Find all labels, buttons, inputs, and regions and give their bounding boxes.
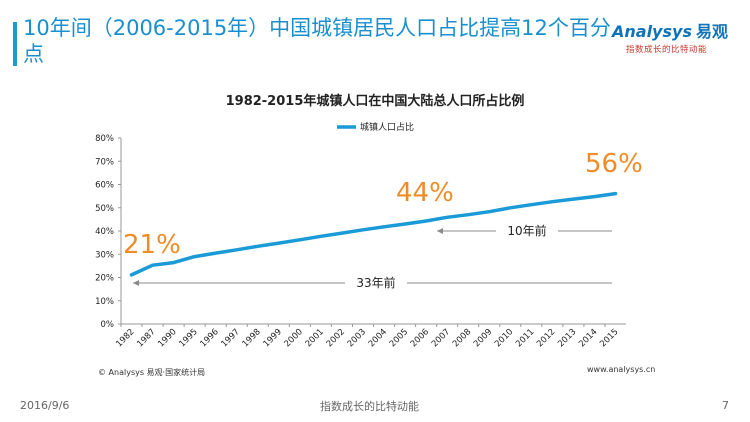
page-number: 7 (722, 399, 729, 412)
arrow-10-years-head (437, 228, 443, 234)
x-tick-label: 2014 (577, 327, 599, 349)
annotation-end-value: 56% (585, 149, 643, 179)
x-tick-label: 2004 (367, 327, 389, 349)
series-line-urban-share (129, 191, 618, 277)
x-tick-label: 2008 (451, 327, 473, 349)
y-tick-label: 50% (95, 204, 114, 214)
x-tick-label: 1998 (241, 327, 263, 349)
x-tick-label: 1990 (156, 327, 178, 349)
annotation-start-value: 21% (123, 230, 181, 260)
title-accent-bar (13, 22, 17, 66)
y-tick-label: 20% (95, 274, 114, 284)
x-tick-label: 2007 (430, 327, 452, 349)
x-tick-label: 2010 (493, 327, 515, 349)
website-url: www.analysys.cn (587, 365, 656, 374)
footer-date: 2016/9/6 (20, 399, 70, 412)
x-tick-label: 2015 (598, 327, 620, 349)
y-tick-label: 70% (95, 157, 114, 167)
arrow-33-years-label: 33年前 (356, 275, 395, 290)
slide-title: 10年间（2006-2015年）中国城镇居民人口占比提高12个百分点 (23, 16, 611, 66)
x-tick-label: 2011 (514, 327, 536, 349)
x-tick-label: 1997 (219, 327, 241, 349)
brand-name: Analysys 易观 (612, 22, 728, 41)
chart-title: 1982-2015年城镇人口在中国大陆总人口所占比例 (225, 94, 525, 109)
x-tick-label: 2013 (556, 327, 578, 349)
y-tick-label: 80% (95, 134, 114, 144)
x-tick-label: 2006 (409, 327, 431, 349)
brand-tagline: 指数成长的比特动能 (626, 45, 708, 55)
arrow-10-years-label-bg (496, 221, 558, 239)
x-tick-label: 1982 (114, 327, 136, 349)
arrow-10-years-label: 10年前 (507, 223, 546, 238)
x-tick-label: 2001 (304, 327, 326, 349)
legend-label: 城镇人口占比 (360, 121, 414, 133)
x-tick-label: 1999 (262, 327, 284, 349)
arrow-33-years-head (133, 280, 139, 286)
x-tick-label: 2002 (325, 327, 347, 349)
x-tick-label: 2009 (472, 327, 494, 349)
x-tick-label: 2000 (283, 327, 305, 349)
x-tick-label: 1996 (198, 327, 220, 349)
x-tick-label: 2012 (535, 327, 557, 349)
x-tick-label: 2005 (388, 327, 410, 349)
footer-slogan: 指数成长的比特动能 (320, 400, 419, 413)
y-tick-label: 10% (95, 297, 114, 307)
y-tick-label: 60% (95, 181, 114, 191)
x-tick-label: 2003 (346, 327, 368, 349)
brand-logo: Analysys 易观 指数成长的比特动能 (612, 18, 742, 68)
y-tick-label: 40% (95, 227, 114, 237)
x-tick-label: 1987 (135, 327, 157, 349)
x-tick-label: 1995 (177, 327, 199, 349)
source-note: © Analysys 易观·国家统计局 (98, 368, 206, 377)
y-tick-label: 0% (101, 320, 115, 330)
arrow-33-years-label-bg (345, 273, 407, 291)
annotation-mid-value: 44% (396, 178, 454, 208)
y-tick-label: 30% (95, 250, 114, 260)
